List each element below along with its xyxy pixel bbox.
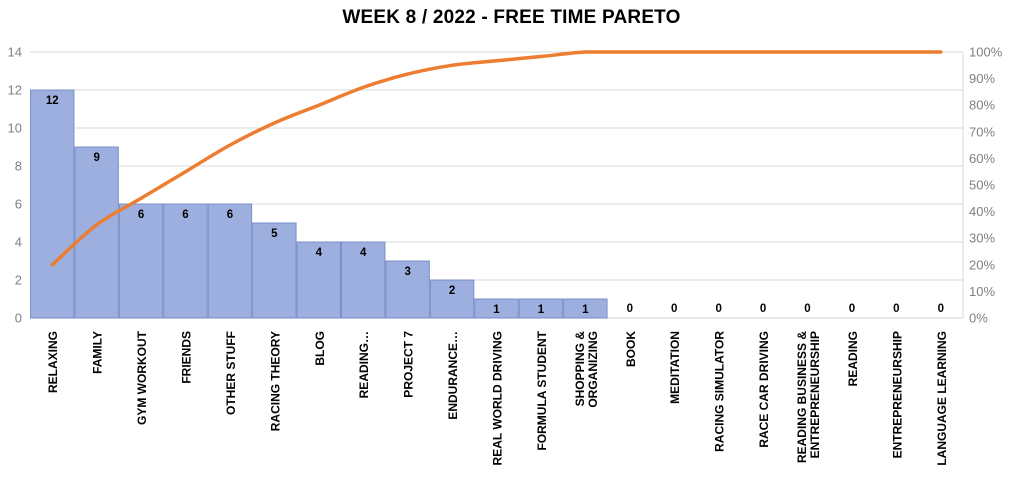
bar-value-label: 12 — [46, 95, 59, 107]
category-label: READING BUSINESS & — [795, 331, 809, 463]
bar — [518, 298, 564, 319]
bar-value-label: 1 — [493, 304, 500, 316]
bar-value-label: 9 — [93, 152, 99, 164]
pct-axis-tick-label: 80% — [969, 98, 995, 113]
y-axis-tick-label: 2 — [15, 273, 22, 288]
category-label: LANGUAGE LEARNING — [935, 331, 949, 466]
bar-value-label: 4 — [360, 247, 367, 259]
category-label: FORMULA STUDENT — [535, 330, 549, 450]
pct-axis-tick-label: 90% — [969, 71, 995, 86]
bar-value-label: 4 — [316, 247, 323, 259]
bar-value-label: 1 — [582, 304, 589, 316]
bar — [74, 146, 119, 319]
bar — [474, 298, 519, 319]
bar — [207, 203, 253, 319]
bar-value-label: 0 — [938, 303, 944, 315]
bar — [296, 241, 342, 319]
bar — [341, 241, 386, 319]
category-label: GYM WORKOUT — [135, 330, 149, 425]
pct-axis-tick-label: 60% — [969, 151, 995, 166]
y-axis-tick-label: 8 — [15, 159, 22, 174]
category-label: RACING THEORY — [268, 331, 282, 431]
bar — [118, 203, 164, 319]
cumulative-line — [50, 50, 943, 267]
category-label: OTHER STUFF — [224, 331, 238, 415]
category-label: SHOPPING & — [573, 331, 587, 407]
bar — [563, 298, 608, 319]
bar-value-label: 1 — [538, 304, 545, 316]
category-label: READING — [846, 331, 860, 386]
bar-value-label: 0 — [760, 303, 766, 315]
bar-value-label: 0 — [715, 303, 721, 315]
bar — [30, 89, 75, 319]
category-label: ENDURANCE… — [446, 331, 460, 420]
pct-axis-tick-label: 10% — [969, 284, 995, 299]
bar — [385, 260, 430, 319]
category-label: BOOK — [624, 331, 638, 367]
bar — [163, 203, 208, 319]
y-axis-tick-label: 12 — [8, 83, 22, 98]
bar — [429, 279, 475, 319]
category-label: FRIENDS — [180, 331, 194, 384]
category-label: MEDITATION — [668, 331, 682, 404]
bar-value-label: 0 — [671, 303, 677, 315]
bar-value-label: 0 — [804, 303, 810, 315]
category-label: ENTREPRENEURSHIP — [890, 331, 904, 458]
pct-axis-tick-label: 30% — [969, 231, 995, 246]
pct-axis-tick-label: 50% — [969, 178, 995, 193]
category-label: BLOG — [313, 331, 327, 366]
bar-value-label: 6 — [138, 209, 144, 221]
pct-axis-tick-label: 70% — [969, 124, 995, 139]
bar-value-label: 3 — [404, 266, 410, 278]
bar-value-label: 2 — [449, 285, 455, 297]
category-label: RACE CAR DRIVING — [757, 331, 771, 448]
category-label: READING… — [357, 331, 371, 398]
pct-axis-tick-label: 20% — [969, 257, 995, 272]
category-label: RACING SIMULATOR — [713, 331, 727, 452]
pct-axis-tick-label: 40% — [969, 204, 995, 219]
bar-value-label: 0 — [849, 303, 855, 315]
category-label: REAL WORLD DRIVING — [491, 331, 505, 465]
y-axis-tick-label: 0 — [15, 311, 22, 326]
pct-axis-tick-label: 100% — [969, 45, 1003, 60]
pct-axis-tick-label: 0% — [969, 311, 988, 326]
category-label: ORGANIZING — [586, 331, 600, 408]
category-label: PROJECT 7 — [402, 331, 416, 398]
y-axis-tick-label: 6 — [15, 197, 22, 212]
y-axis-tick-label: 4 — [15, 235, 22, 250]
bar-value-label: 0 — [893, 303, 899, 315]
bar-value-label: 6 — [182, 209, 188, 221]
category-label: RELAXING — [46, 331, 60, 393]
y-axis-tick-label: 10 — [8, 121, 22, 136]
bar-value-label: 5 — [271, 228, 278, 240]
chart-title: WEEK 8 / 2022 - FREE TIME PARETO — [342, 7, 681, 28]
category-label: FAMILY — [91, 331, 105, 374]
bar-value-label: 6 — [227, 209, 233, 221]
bar — [252, 222, 297, 319]
y-axis-tick-label: 14 — [8, 45, 22, 60]
category-label: ENTREPRENEURSHIP — [808, 331, 822, 458]
bar-value-label: 0 — [627, 303, 633, 315]
